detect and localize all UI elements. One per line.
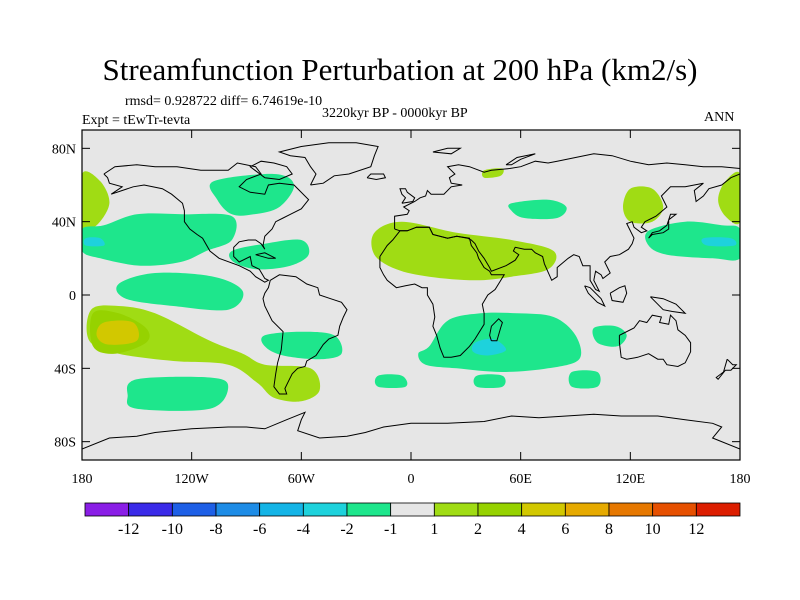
colorbar-label: -4: [297, 521, 310, 538]
lon-tick-label: 120E: [616, 472, 646, 487]
coastline-baffin: [249, 160, 293, 181]
colorbar-swatch: [652, 502, 697, 517]
colorbar-swatch: [477, 502, 523, 517]
colorbar-swatch: [84, 502, 130, 517]
coastline-japan: [648, 213, 678, 239]
colorbar-swatch: [302, 502, 348, 517]
coastline-antarctica: [82, 411, 740, 450]
coastline-uk: [399, 188, 416, 204]
contour-australia-neg: [592, 325, 627, 347]
colorbar-swatch: [346, 502, 392, 517]
season-label: ANN: [704, 110, 735, 125]
coastline-eurasia: [394, 153, 740, 293]
contour-se-pacific-pos-core: [96, 320, 140, 345]
colorbar-swatch: [215, 502, 261, 517]
lat-tick-label: 0: [69, 289, 76, 304]
lon-tick-label: 180: [730, 472, 751, 487]
lon-tick-label: 120W: [175, 472, 210, 487]
colorbar-label: 10: [645, 521, 661, 538]
contour-dateline-east-pos: [718, 171, 740, 225]
experiment-label: Expt = tEwTr-tevta: [82, 113, 191, 128]
lon-tick-label: 0: [408, 472, 415, 487]
coastline-north-america: [103, 162, 310, 283]
colorbar-label: -1: [384, 521, 397, 538]
contour-w-pacific-pos: [623, 186, 664, 224]
contour-w-pacific-neg-core: [701, 237, 737, 247]
contour-n-pacific-pos: [82, 171, 110, 232]
coastline-iceland: [366, 173, 387, 181]
plot-title: Streamfunction Perturbation at 200 hPa (…: [102, 52, 698, 87]
coastline-borneo: [609, 285, 628, 303]
contour-n-pacific-neg-core: [83, 237, 105, 247]
contour-s-atlantic-neg: [261, 331, 343, 360]
colorbar-swatch: [171, 502, 217, 517]
contour-w-pacific-neg: [645, 221, 740, 261]
coastline-south-america: [262, 274, 348, 395]
coastline-new-guinea: [650, 296, 687, 315]
colorbar-swatch: [259, 502, 304, 517]
colorbar-label: -12: [118, 521, 139, 538]
lat-tick-label: 40N: [52, 216, 76, 231]
colorbar-label: -10: [162, 521, 183, 538]
colorbar-label: 8: [605, 521, 613, 538]
contour-indian-ocean-neg-core: [471, 338, 507, 356]
lat-tick-label: 80N: [52, 142, 76, 157]
contour-arctic-pos: [481, 168, 504, 179]
contour-s-pacific-neg: [126, 376, 229, 411]
contour-n-africa-pos: [371, 221, 557, 281]
period-label: 3220kyr BP - 0000kyr BP: [322, 106, 468, 121]
coastline-australia: [618, 314, 692, 368]
colorbar-label: 6: [561, 521, 569, 538]
contour-s-indian-small-neg: [473, 374, 506, 389]
coastline-cuba: [255, 252, 276, 259]
colorbar-label: 12: [688, 521, 704, 538]
colorbar-swatch: [695, 502, 741, 517]
contour-s-atlantic-small-neg: [374, 374, 408, 389]
coastline-madagascar: [489, 318, 503, 342]
contour-tropical-pacific-neg: [116, 272, 244, 311]
coastline-greenland: [277, 142, 379, 186]
colorbar-swatch: [390, 502, 435, 517]
coastline-new-zealand: [715, 358, 738, 381]
contour-n-pacific-neg: [82, 213, 237, 266]
lon-tick-label: 60W: [288, 472, 316, 487]
lat-tick-label: 80S: [54, 436, 76, 451]
colorbar-swatch: [433, 502, 479, 517]
contour-mediterranean-neg: [508, 199, 567, 220]
coastline-svalbard: [432, 147, 463, 155]
colorbar-label: -2: [340, 521, 353, 538]
colorbar-label: -6: [253, 521, 266, 538]
coastline-novaya-zemlya: [505, 153, 536, 166]
stats-label: rmsd= 0.928722 diff= 6.74619e-10: [125, 94, 323, 109]
lat-tick-label: 40S: [54, 362, 76, 377]
colorbar-label: 2: [474, 521, 482, 538]
colorbar-label: 1: [430, 521, 438, 538]
coastline-africa: [379, 226, 506, 358]
contour-s-indian-small-neg-2: [568, 370, 601, 389]
coastline-sumatra: [584, 285, 606, 308]
colorbar-swatch: [521, 502, 566, 517]
colorbar-label: -8: [209, 521, 222, 538]
colorbar-swatch: [608, 502, 654, 517]
colorbar-label: 4: [518, 521, 526, 538]
colorbar-swatch: [564, 502, 610, 517]
lon-tick-label: 60E: [509, 472, 532, 487]
colorbar-swatch: [128, 502, 173, 517]
lon-tick-label: 180: [72, 472, 93, 487]
